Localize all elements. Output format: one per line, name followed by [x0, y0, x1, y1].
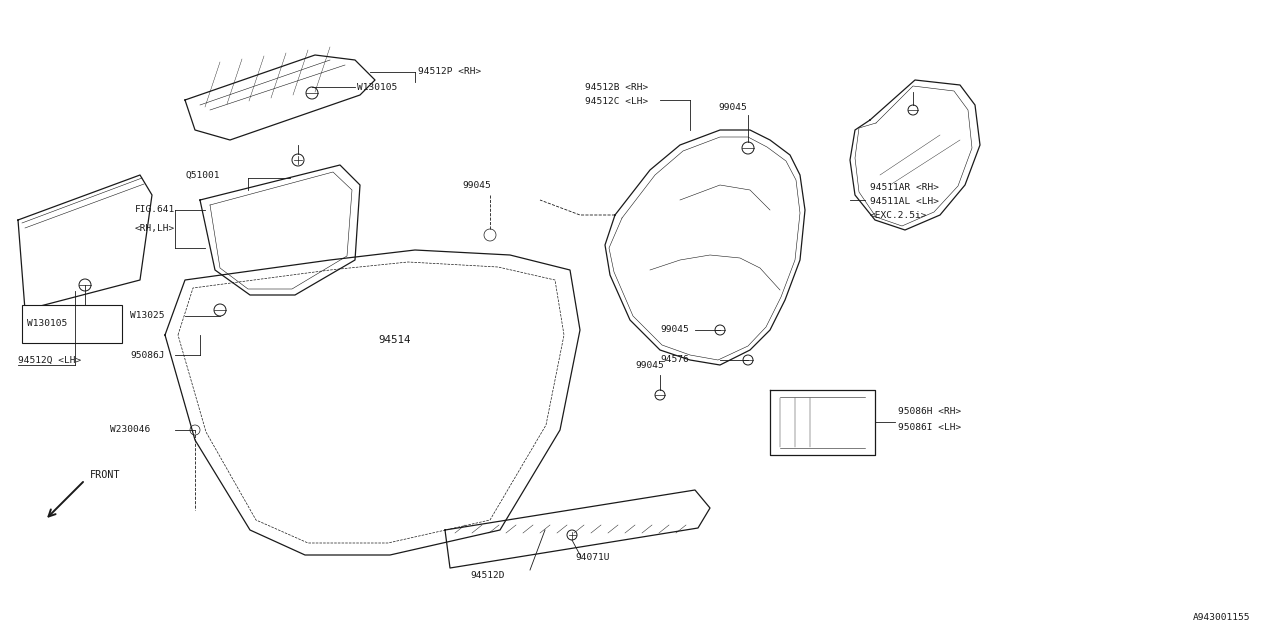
- Text: 94576: 94576: [660, 355, 689, 365]
- Text: 94512P <RH>: 94512P <RH>: [419, 67, 481, 77]
- Text: 94514: 94514: [379, 335, 411, 345]
- Text: 94511AL <LH>: 94511AL <LH>: [870, 198, 940, 207]
- Text: <RH,LH>: <RH,LH>: [134, 223, 175, 232]
- Text: W130105: W130105: [357, 83, 397, 92]
- Bar: [22, 305, 122, 343]
- Text: 94512C <LH>: 94512C <LH>: [585, 97, 648, 106]
- Text: 94512D: 94512D: [470, 570, 504, 579]
- Text: 95086I <LH>: 95086I <LH>: [899, 422, 961, 431]
- Text: 94512Q <LH>: 94512Q <LH>: [18, 355, 81, 365]
- Text: 99045: 99045: [660, 326, 689, 335]
- Text: W130105: W130105: [27, 319, 68, 328]
- Text: <EXC.2.5i>: <EXC.2.5i>: [870, 211, 928, 221]
- Text: W230046: W230046: [110, 426, 150, 435]
- Text: 99045: 99045: [718, 102, 746, 111]
- Text: A943001155: A943001155: [1193, 613, 1251, 622]
- Text: 95086H <RH>: 95086H <RH>: [899, 408, 961, 417]
- Text: W13025: W13025: [131, 312, 165, 321]
- Text: FIG.641: FIG.641: [134, 205, 175, 214]
- Text: 94512B <RH>: 94512B <RH>: [585, 83, 648, 93]
- Text: FRONT: FRONT: [90, 470, 120, 480]
- Text: 99045: 99045: [635, 360, 664, 369]
- Text: 94071U: 94071U: [575, 554, 609, 563]
- Text: 95086J: 95086J: [131, 351, 165, 360]
- Text: 99045: 99045: [462, 180, 490, 189]
- Text: 94511AR <RH>: 94511AR <RH>: [870, 184, 940, 193]
- Text: Q51001: Q51001: [186, 170, 219, 179]
